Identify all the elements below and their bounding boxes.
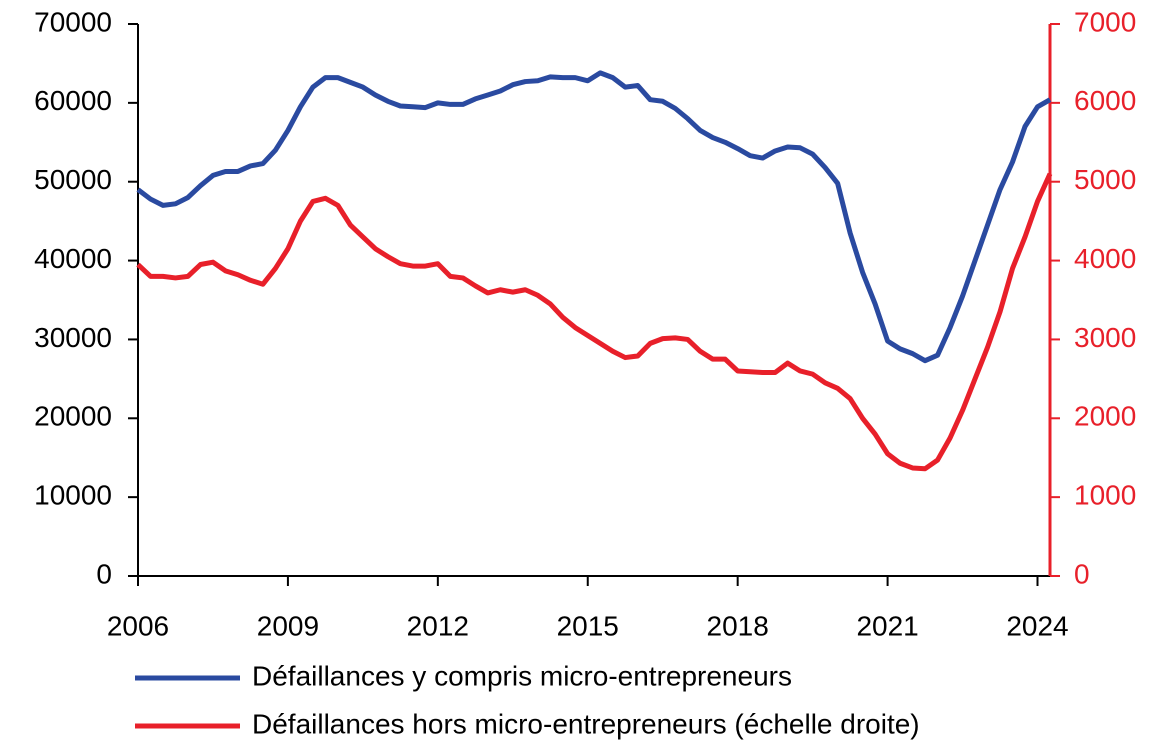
y2-tick-label: 4000	[1074, 243, 1136, 274]
y2-tick-label: 7000	[1074, 6, 1136, 37]
y-tick-label: 20000	[34, 401, 112, 432]
legend-label: Défaillances y compris micro-entrepreneu…	[252, 660, 792, 691]
x-tick-label: 2018	[707, 610, 769, 641]
y-tick-label: 10000	[34, 480, 112, 511]
y2-tick-label: 5000	[1074, 164, 1136, 195]
y-tick-label: 30000	[34, 322, 112, 353]
series-line	[136, 172, 1053, 472]
y-tick-label: 40000	[34, 243, 112, 274]
x-tick-label: 2024	[1006, 610, 1068, 641]
y2-tick-label: 0	[1074, 558, 1090, 589]
y2-tick-label: 1000	[1074, 480, 1136, 511]
x-tick-label: 2009	[257, 610, 319, 641]
x-tick-label: 2012	[407, 610, 469, 641]
y2-tick-label: 2000	[1074, 401, 1136, 432]
x-tick-label: 2006	[107, 610, 169, 641]
legend-label: Défaillances hors micro-entrepreneurs (é…	[252, 708, 920, 739]
y-tick-label: 0	[96, 558, 112, 589]
x-tick-label: 2015	[557, 610, 619, 641]
x-tick-label: 2021	[856, 610, 918, 641]
y2-tick-label: 6000	[1074, 85, 1136, 116]
y-tick-label: 50000	[34, 164, 112, 195]
y-tick-label: 70000	[34, 6, 112, 37]
y-tick-label: 60000	[34, 85, 112, 116]
series-line	[136, 70, 1052, 364]
y2-tick-label: 3000	[1074, 322, 1136, 353]
